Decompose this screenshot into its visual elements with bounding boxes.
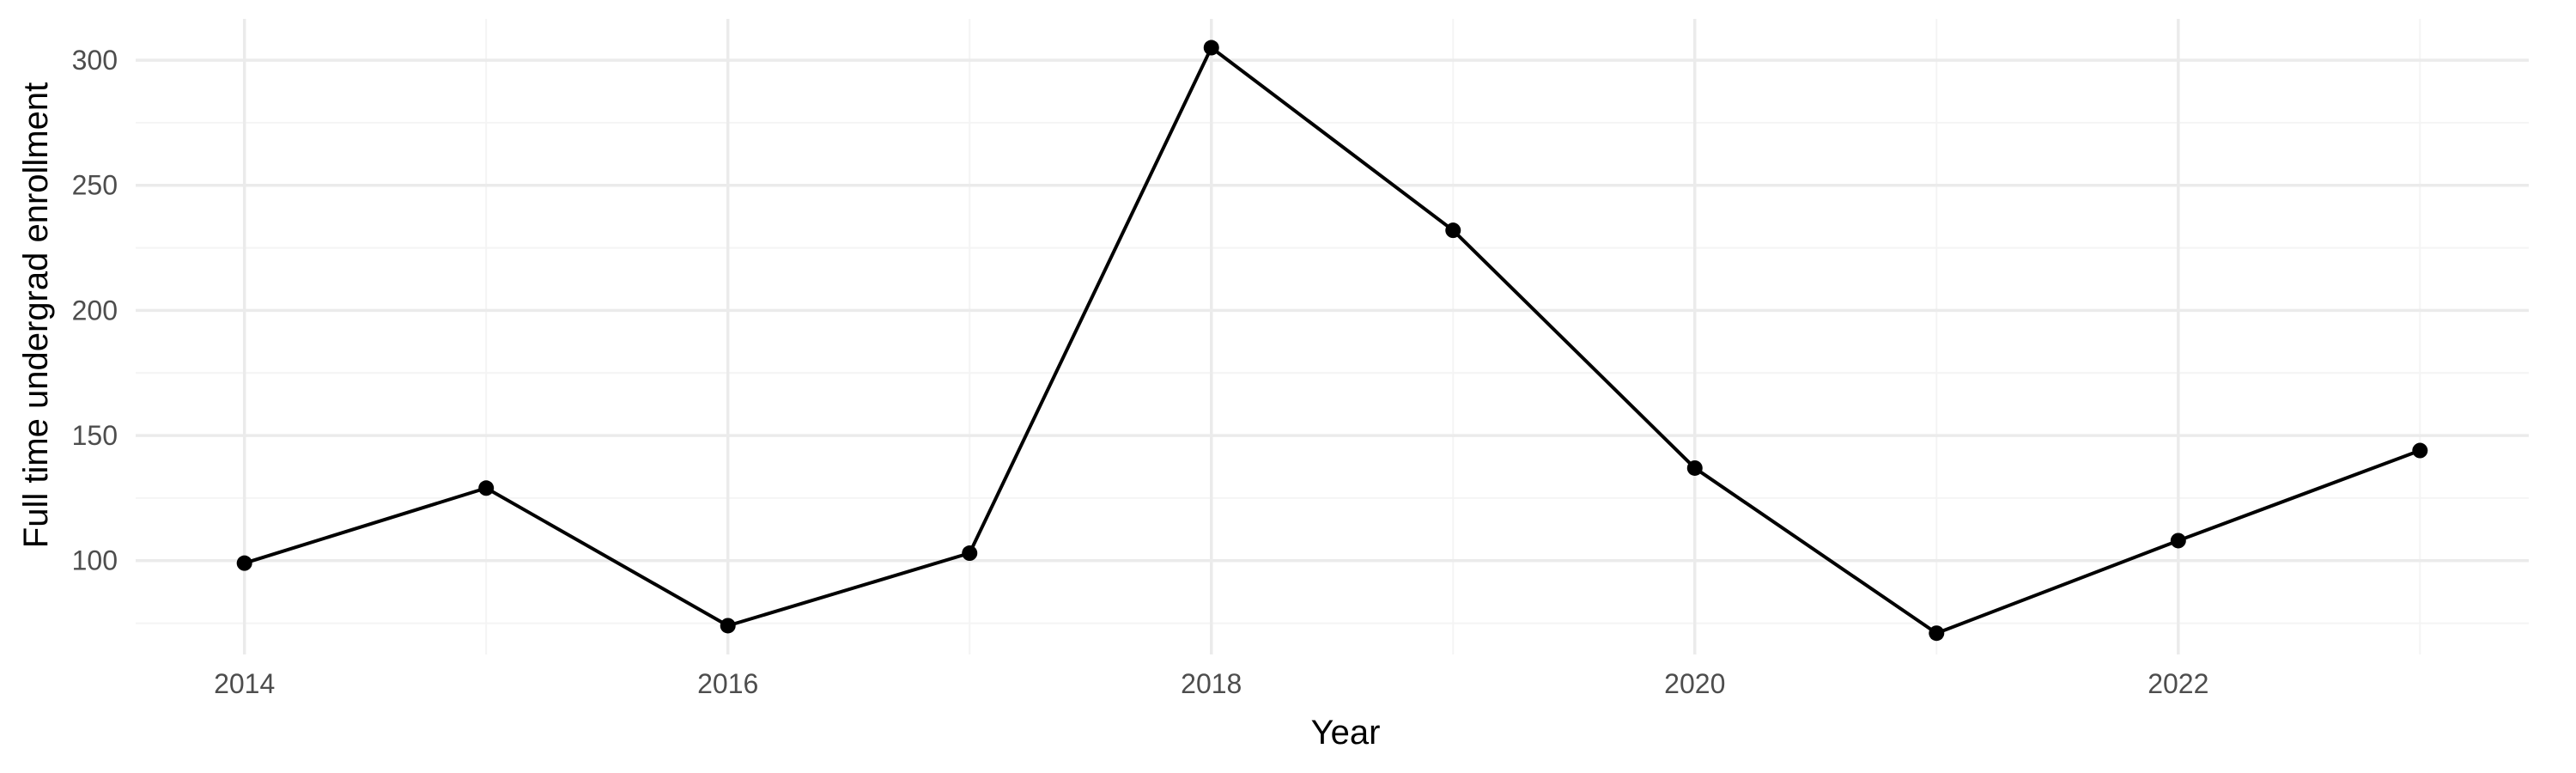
y-tick-label: 300 [72, 45, 118, 76]
y-axis-title: Full time undergrad enrollment [17, 82, 55, 548]
y-tick-label: 100 [72, 545, 118, 576]
x-tick-label: 2020 [1664, 668, 1725, 699]
x-axis-ticks: 2014 2016 2018 2020 2022 [214, 668, 2208, 699]
data-point [1445, 222, 1461, 239]
data-point [1203, 40, 1219, 56]
y-tick-label: 250 [72, 170, 118, 201]
y-tick-label: 200 [72, 295, 118, 326]
y-tick-label: 150 [72, 420, 118, 451]
series-layer [236, 40, 2428, 642]
data-point [2170, 533, 2186, 549]
data-point [720, 618, 736, 634]
x-tick-label: 2018 [1181, 668, 1242, 699]
data-point [962, 545, 978, 562]
minor-gridlines [136, 19, 2529, 654]
data-point [478, 480, 495, 496]
x-axis-title: Year [1311, 714, 1381, 752]
data-point [1686, 460, 1703, 476]
series-line [244, 46, 2421, 636]
x-tick-label: 2016 [697, 668, 758, 699]
major-gridlines [136, 19, 2529, 654]
data-point [2412, 442, 2428, 459]
y-axis-ticks: 100 150 200 250 300 [72, 45, 118, 576]
data-point [1929, 625, 1945, 642]
data-point [236, 555, 252, 571]
x-tick-label: 2014 [214, 668, 275, 699]
x-tick-label: 2022 [2148, 668, 2208, 699]
